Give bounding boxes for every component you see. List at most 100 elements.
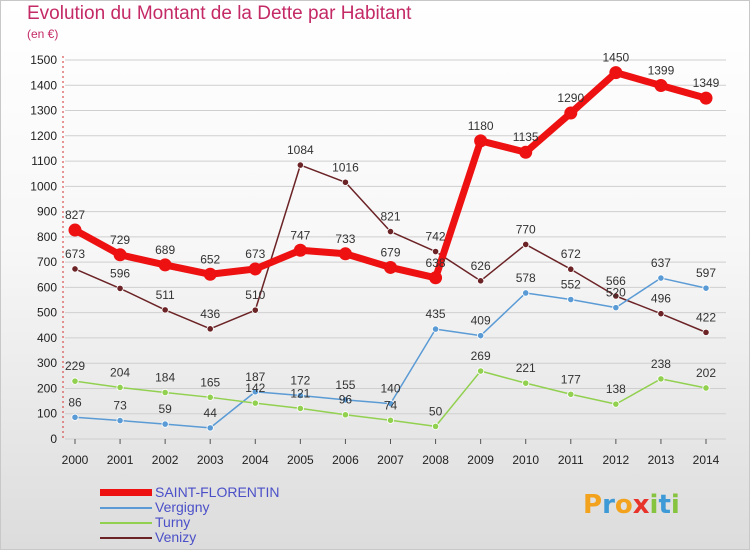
data-label-venizy: 596	[110, 266, 130, 280]
legend-swatch-vergigny	[100, 507, 152, 509]
data-point-venizy	[702, 328, 710, 336]
y-tick-label: 1100	[31, 154, 57, 168]
data-label-venizy: 510	[245, 288, 265, 302]
y-tick-label: 1500	[30, 53, 57, 67]
data-label-venizy: 422	[696, 310, 716, 324]
y-tick-label: 600	[37, 280, 57, 294]
data-label-saint-florentin: 827	[65, 208, 85, 222]
y-tick-label: 1200	[30, 129, 57, 143]
data-point-saint-florentin	[699, 91, 713, 105]
data-label-saint-florentin: 673	[245, 247, 265, 261]
legend-item-venizy: Venizy	[100, 529, 340, 545]
data-label-turny: 177	[561, 372, 581, 386]
data-label-vergigny: 435	[426, 307, 446, 321]
y-tick-label: 1300	[30, 104, 57, 118]
x-tick-label: 2002	[152, 453, 179, 467]
data-label-saint-florentin: 1180	[468, 119, 494, 133]
legend-label-saint-florentin: SAINT-FLORENTIN	[155, 484, 280, 500]
y-tick-label: 500	[37, 306, 57, 320]
data-label-saint-florentin: 1349	[693, 76, 720, 90]
x-tick-label: 2007	[377, 453, 404, 467]
data-point-saint-florentin	[158, 258, 172, 272]
data-label-saint-florentin: 652	[200, 252, 220, 266]
x-tick-label: 2008	[422, 453, 449, 467]
legend-item-turny: Turny	[100, 514, 340, 530]
legend-swatch-venizy	[100, 537, 152, 539]
data-label-venizy: 496	[651, 292, 671, 306]
chart-legend: SAINT-FLORENTIN Vergigny Turny Venizy	[100, 484, 340, 545]
data-point-saint-florentin	[384, 260, 397, 274]
data-point-saint-florentin	[203, 267, 217, 281]
data-point-turny	[116, 383, 124, 392]
y-tick-label: 300	[37, 356, 57, 370]
data-point-venizy	[522, 240, 530, 249]
data-point-turny	[296, 404, 304, 413]
data-point-vergigny	[161, 420, 169, 428]
data-point-venizy	[251, 306, 259, 314]
x-tick-label: 2000	[62, 453, 89, 467]
x-tick-label: 2012	[603, 453, 630, 467]
data-label-saint-florentin: 679	[380, 245, 400, 259]
x-tick-label: 2013	[648, 453, 675, 467]
data-label-venizy: 1016	[332, 160, 359, 174]
data-label-venizy: 673	[65, 247, 85, 261]
data-label-vergigny: 578	[516, 271, 536, 285]
data-point-turny	[71, 377, 79, 385]
legend-item-saint-florentin: SAINT-FLORENTIN	[100, 484, 340, 500]
data-label-turny: 221	[516, 361, 536, 375]
data-label-turny: 269	[471, 349, 491, 363]
y-tick-label: 1400	[30, 78, 57, 92]
data-point-turny	[657, 375, 665, 383]
data-label-turny: 184	[155, 371, 175, 385]
data-point-venizy	[116, 284, 124, 293]
data-point-vergigny	[296, 391, 304, 400]
data-point-saint-florentin	[113, 248, 127, 262]
data-label-vergigny: 409	[471, 314, 491, 328]
y-tick-label: 200	[37, 381, 57, 395]
data-point-vergigny	[251, 388, 259, 396]
x-tick-label: 2014	[693, 453, 720, 467]
data-label-turny: 142	[245, 381, 265, 395]
data-point-venizy	[161, 306, 169, 314]
data-label-saint-florentin: 747	[290, 228, 310, 242]
data-label-vergigny: 172	[290, 374, 310, 388]
data-point-saint-florentin	[429, 271, 443, 285]
data-label-venizy: 1084	[287, 143, 314, 157]
proxiti-logo: Proxiti	[583, 490, 680, 520]
data-label-vergigny: 597	[696, 266, 716, 280]
data-point-turny	[612, 400, 620, 408]
data-point-venizy	[71, 265, 79, 273]
data-label-vergigny: 86	[68, 395, 82, 409]
data-label-vergigny: 44	[204, 406, 218, 420]
data-point-vergigny	[567, 295, 575, 304]
data-label-venizy: 821	[380, 210, 400, 224]
data-label-turny: 204	[110, 365, 130, 379]
data-point-vergigny	[612, 304, 620, 312]
data-point-vergigny	[206, 424, 214, 432]
data-label-vergigny: 73	[113, 399, 127, 413]
data-point-vergigny	[702, 284, 710, 292]
data-label-vergigny: 59	[158, 402, 172, 416]
data-label-venizy: 626	[471, 259, 491, 273]
x-tick-label: 2006	[332, 453, 359, 467]
data-label-vergigny: 140	[380, 382, 400, 396]
data-point-vergigny	[116, 416, 124, 425]
data-point-saint-florentin	[338, 247, 352, 261]
data-point-vergigny	[477, 332, 485, 340]
legend-swatch-turny	[100, 522, 152, 524]
data-point-turny	[341, 411, 350, 419]
data-point-venizy	[477, 277, 485, 285]
y-tick-label: 1000	[30, 179, 57, 193]
data-label-saint-florentin: 1450	[603, 51, 630, 65]
data-label-saint-florentin: 638	[426, 256, 446, 270]
data-label-saint-florentin: 729	[110, 233, 130, 247]
logo-letter: r	[602, 490, 615, 520]
y-tick-label: 700	[37, 255, 57, 269]
data-label-vergigny: 187	[245, 370, 265, 384]
x-tick-label: 2010	[512, 453, 539, 467]
x-tick-label: 2005	[287, 453, 314, 467]
data-point-vergigny	[431, 325, 440, 333]
data-label-saint-florentin: 1290	[557, 91, 584, 105]
data-label-turny: 202	[696, 366, 716, 380]
